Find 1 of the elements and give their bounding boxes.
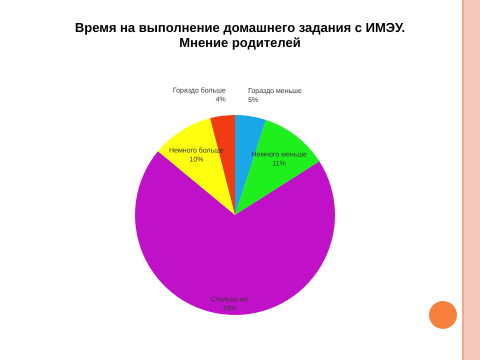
chart-title: Время на выполнение домашнего задания с ИМЭУ. Мнение родителей xyxy=(74,20,406,50)
